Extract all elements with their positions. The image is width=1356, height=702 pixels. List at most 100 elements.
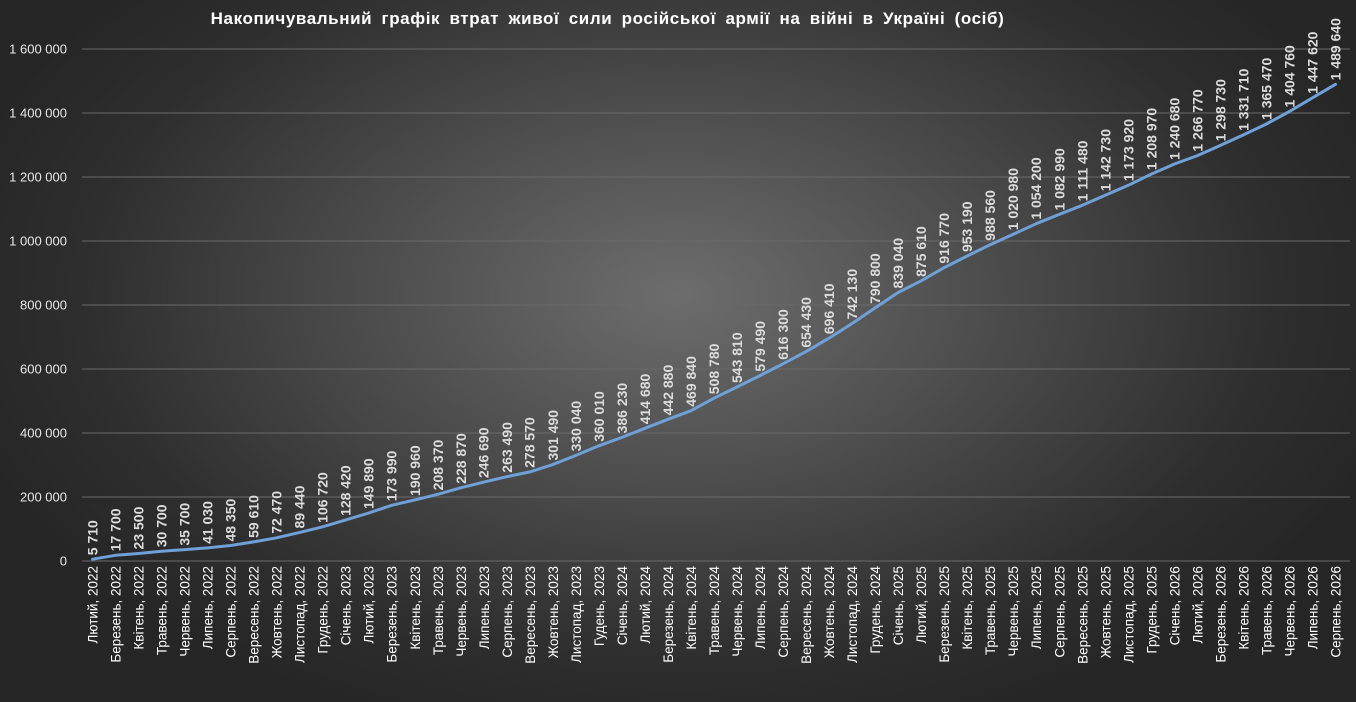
x-tick-label: Грудень, 2024 xyxy=(868,565,883,653)
data-label: 1 298 730 xyxy=(1212,79,1228,141)
data-label: 190 960 xyxy=(407,445,423,496)
x-tick-label: Січень, 2023 xyxy=(339,566,354,645)
data-label: 149 890 xyxy=(361,458,377,509)
x-tick-label: Листопад, 2023 xyxy=(569,566,584,663)
x-tick-label: Травень, 2022 xyxy=(155,566,170,655)
data-label: 128 420 xyxy=(338,465,354,516)
y-tick-label: 0 xyxy=(60,554,67,569)
data-label: 839 040 xyxy=(890,238,906,289)
data-label: 414 680 xyxy=(637,373,653,424)
data-label: 23 500 xyxy=(130,506,146,549)
x-tick-label: Лютий, 2025 xyxy=(914,566,929,644)
y-tick-label: 1 400 000 xyxy=(9,106,67,121)
x-tick-label: Червень, 2026 xyxy=(1282,566,1297,657)
x-tick-label: Липень, 2024 xyxy=(753,565,768,649)
data-label: 953 190 xyxy=(959,201,975,252)
x-tick-label: Липень, 2023 xyxy=(477,566,492,649)
x-tick-label: Жовтень, 2024 xyxy=(822,566,837,659)
data-label: 469 840 xyxy=(683,356,699,407)
data-label: 875 610 xyxy=(913,226,929,277)
x-tick-label: Жовтень, 2023 xyxy=(546,566,561,658)
x-tick-label: Грудень, 2022 xyxy=(316,566,331,654)
data-label: 1 142 730 xyxy=(1097,129,1113,191)
data-label: 696 410 xyxy=(821,283,837,334)
x-tick-label: Гудень, 2023 xyxy=(592,566,607,646)
x-tick-label: Березень, 2024 xyxy=(661,566,676,663)
data-label: 228 870 xyxy=(453,433,469,484)
data-label: 301 490 xyxy=(545,410,561,461)
gridlines xyxy=(82,48,1350,562)
x-tick-label: Вересень, 2025 xyxy=(1075,566,1090,664)
x-tick-label: Квітень, 2026 xyxy=(1236,566,1251,650)
data-label: 89 440 xyxy=(292,485,308,528)
x-tick-label: Вересень, 2024 xyxy=(799,566,814,664)
data-label: 208 370 xyxy=(430,440,446,491)
y-tick-label: 400 000 xyxy=(20,426,67,441)
x-tick-label: Липень, 2025 xyxy=(1029,566,1044,649)
data-label: 508 780 xyxy=(706,343,722,394)
data-label: 1 111 480 xyxy=(1074,140,1090,201)
data-label: 742 130 xyxy=(844,269,860,320)
x-tick-label: Березень, 2023 xyxy=(385,566,400,663)
x-tick-label: Лютий, 2024 xyxy=(638,565,653,643)
data-label: 1 365 470 xyxy=(1258,57,1274,119)
data-label: 616 300 xyxy=(775,309,791,360)
data-label: 106 720 xyxy=(315,472,331,523)
data-label: 442 880 xyxy=(660,365,676,416)
data-label: 988 560 xyxy=(982,190,998,241)
data-label: 360 010 xyxy=(591,391,607,442)
x-tick-label: Серпень, 2024 xyxy=(776,565,791,657)
data-label: 386 230 xyxy=(614,383,630,434)
data-labels: 5 710 17 700 23 500 30 700 35 700 41 030 48 35… xyxy=(84,18,1343,555)
x-tick-label: Червень, 2025 xyxy=(1006,566,1021,657)
y-tick-label: 1 600 000 xyxy=(9,42,67,57)
x-tick-label: Лютий, 2022 xyxy=(86,566,101,644)
data-label: 278 570 xyxy=(522,417,538,468)
y-tick-label: 800 000 xyxy=(20,298,67,313)
y-tick-label: 1 200 000 xyxy=(9,170,67,185)
data-label: 72 470 xyxy=(269,491,285,534)
series-line-layer xyxy=(91,82,1337,561)
x-tick-label: Травень, 2024 xyxy=(707,566,722,656)
x-tick-label: Листопад, 2025 xyxy=(1121,566,1136,663)
x-tick-label: Травень, 2023 xyxy=(431,566,446,655)
data-label: 790 800 xyxy=(867,253,883,304)
x-tick-label: Травень, 2025 xyxy=(983,566,998,655)
data-label: 654 430 xyxy=(798,297,814,348)
x-tick-label: Січень, 2025 xyxy=(891,566,906,645)
x-tick-label: Березень, 2022 xyxy=(109,566,124,663)
data-label: 1 082 990 xyxy=(1051,148,1067,210)
chart-title: Накопичувальний графік втрат живої сили … xyxy=(210,9,1005,28)
x-tick-label: Листопад, 2022 xyxy=(293,566,308,663)
data-label: 1 404 760 xyxy=(1281,45,1297,107)
x-tick-label: Червень, 2023 xyxy=(454,566,469,657)
data-label: 1 054 200 xyxy=(1028,157,1044,219)
data-label: 48 350 xyxy=(223,498,239,541)
x-tick-label: Лютий, 2023 xyxy=(362,566,377,644)
x-tick-label: Вересень, 2023 xyxy=(523,566,538,664)
x-tick-label: Жовтень, 2022 xyxy=(270,566,285,658)
x-tick-label: Серпень, 2026 xyxy=(1329,566,1344,658)
x-tick-label: Липень, 2022 xyxy=(201,566,216,649)
x-tick-label: Квітень, 2025 xyxy=(960,566,975,650)
y-tick-label: 600 000 xyxy=(20,362,67,377)
x-tick-label: Січень, 2026 xyxy=(1167,566,1182,645)
data-label: 1 173 920 xyxy=(1120,119,1136,181)
y-axis-tick-labels: 0 200 000 400 000 600 000 800 000 1 000 000 1 … xyxy=(9,42,67,569)
data-label: 35 700 xyxy=(177,503,193,546)
x-tick-label: Січень, 2024 xyxy=(615,565,630,645)
x-tick-label: Квітень, 2023 xyxy=(408,566,423,650)
series-line xyxy=(91,82,1337,561)
x-tick-label: Травень, 2026 xyxy=(1259,566,1274,655)
data-label: 59 610 xyxy=(246,495,262,538)
data-label: 1 447 620 xyxy=(1304,31,1320,93)
data-label: 916 770 xyxy=(936,213,952,264)
data-label: 246 690 xyxy=(476,427,492,478)
data-label: 30 700 xyxy=(154,504,170,547)
x-tick-label: Квітень, 2022 xyxy=(132,566,147,650)
y-tick-label: 200 000 xyxy=(20,490,67,505)
x-tick-label: Серпень, 2025 xyxy=(1052,566,1067,658)
data-label: 263 490 xyxy=(499,422,515,473)
x-tick-label: Серпень, 2023 xyxy=(500,566,515,658)
